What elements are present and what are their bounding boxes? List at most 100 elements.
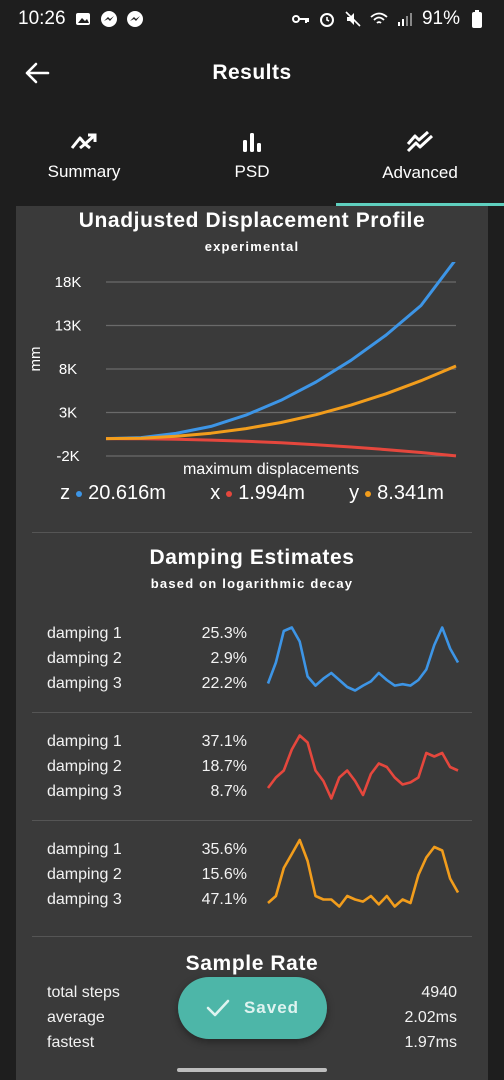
- displacement-plot: 18K 13K 8K 3K -2K mm maximum displacements: [27, 262, 457, 478]
- battery-icon: [468, 10, 486, 28]
- tab-psd[interactable]: PSD: [168, 108, 336, 206]
- displacement-header: Unadjusted Displacement Profile experime…: [16, 209, 488, 254]
- check-icon: [206, 999, 230, 1017]
- saved-button[interactable]: Saved: [178, 977, 327, 1039]
- damping-row: damping 3 22.2%: [47, 675, 247, 693]
- page-title: Results: [212, 61, 292, 84]
- series-line-x: [105, 437, 457, 458]
- damping-row: damping 1 35.6%: [47, 841, 247, 859]
- damping-value: 2.9%: [210, 650, 247, 667]
- damping-row: damping 2 2.9%: [47, 650, 247, 668]
- back-button[interactable]: [20, 56, 54, 90]
- chart-subtitle: experimental: [204, 239, 300, 254]
- mute-icon: [344, 10, 362, 28]
- damping-row: damping 2 15.6%: [47, 866, 247, 884]
- y-tick-label: 8K: [59, 361, 77, 378]
- y-tick-label: 13K: [55, 318, 82, 335]
- y-tick-label: -2K: [56, 448, 79, 465]
- sample-rate-row: fastest 1.97ms: [47, 1034, 457, 1052]
- series-line-y: [105, 364, 457, 441]
- damping-label: damping 1: [47, 733, 122, 750]
- damping-label: damping 1: [47, 625, 122, 642]
- damping-value: 18.7%: [201, 758, 247, 775]
- y-axis-label: mm: [27, 347, 44, 372]
- damping-sparkline: [266, 734, 459, 800]
- divider: [32, 936, 472, 937]
- damping-sparkline: [266, 626, 460, 692]
- legend-value: 1.994m: [238, 482, 305, 504]
- damping-subtitle: based on logarithmic decay: [150, 576, 354, 591]
- sample-rate-title: Sample Rate: [185, 952, 319, 975]
- home-indicator[interactable]: [177, 1068, 327, 1072]
- displacement-chart: Unadjusted Displacement Profile experime…: [16, 206, 488, 516]
- legend-item-z: z 20.616m: [60, 482, 166, 505]
- legend-item-x: x 1.994m: [210, 482, 305, 505]
- sample-value: 4940: [421, 984, 457, 1001]
- saved-label: Saved: [243, 998, 300, 1017]
- messenger-icon: [100, 10, 118, 28]
- series-line-z: [105, 262, 456, 441]
- damping-sparkline: [267, 838, 460, 908]
- damping-label: damping 2: [47, 758, 122, 775]
- sample-value: 2.02ms: [404, 1009, 457, 1026]
- damping-group-2: damping 1 37.1% damping 2 18.7% damping 3 8…: [16, 726, 488, 830]
- alarm-icon: [318, 10, 336, 28]
- damping-header: Damping Estimates based on logarithmic d…: [16, 546, 488, 591]
- tab-advanced[interactable]: Advanced: [336, 108, 504, 206]
- legend-axis: x: [210, 482, 221, 504]
- damping-label: damping 3: [47, 675, 122, 692]
- damping-label: damping 3: [47, 891, 122, 908]
- damping-title: Damping Estimates: [149, 546, 355, 569]
- results-panel[interactable]: Unadjusted Displacement Profile experime…: [16, 206, 488, 1080]
- damping-value: 22.2%: [201, 675, 247, 692]
- sample-value: 1.97ms: [404, 1034, 457, 1051]
- damping-label: damping 2: [47, 866, 122, 883]
- trending-icon: [70, 133, 97, 150]
- sample-rate-row: total steps 4940: [47, 984, 457, 1002]
- sample-rate-row: average 2.02ms: [47, 1009, 457, 1027]
- damping-row: damping 1 25.3%: [47, 625, 247, 643]
- damping-label: damping 1: [47, 841, 122, 858]
- tab-bar: Summary PSD Advanced: [0, 108, 504, 206]
- divider: [32, 820, 472, 821]
- tab-label: Summary: [47, 162, 121, 181]
- signal-icon: [396, 10, 414, 28]
- double-trend-icon: [406, 131, 434, 153]
- damping-label: damping 2: [47, 650, 122, 667]
- messenger-icon: [126, 10, 144, 28]
- sample-label: average: [47, 1009, 105, 1026]
- tab-label: Advanced: [382, 163, 458, 182]
- damping-value: 35.6%: [201, 841, 247, 858]
- bar-chart-icon: [243, 133, 261, 152]
- arrow-back-icon: [25, 62, 50, 84]
- damping-group-1: damping 1 25.3% damping 2 2.9% damping 3 22…: [16, 618, 488, 722]
- sample-label: fastest: [47, 1034, 95, 1051]
- sparkline-path: [266, 734, 459, 800]
- divider: [32, 712, 472, 713]
- damping-row: damping 3 47.1%: [47, 891, 247, 909]
- key-icon: [291, 10, 310, 28]
- damping-row: damping 3 8.7%: [47, 783, 247, 801]
- chart-title: Unadjusted Displacement Profile: [78, 209, 426, 232]
- legend-dot: [365, 490, 372, 497]
- legend-value: 20.616m: [88, 482, 166, 504]
- y-tick-label: 18K: [55, 274, 82, 291]
- gallery-icon: [74, 10, 92, 28]
- legend-axis: y: [349, 482, 360, 504]
- sparkline-path: [266, 626, 460, 692]
- legend-dot: [76, 490, 83, 497]
- divider: [32, 532, 472, 533]
- battery-percent: 91%: [421, 8, 460, 29]
- damping-label: damping 3: [47, 783, 122, 800]
- legend-axis: z: [60, 482, 71, 504]
- damping-value: 8.7%: [210, 783, 247, 800]
- clock: 10:26: [18, 8, 66, 29]
- legend: z 20.616m x 1.994m y 8.341m: [16, 482, 488, 505]
- legend-value: 8.341m: [377, 482, 444, 504]
- damping-row: damping 2 18.7%: [47, 758, 247, 776]
- damping-value: 37.1%: [201, 733, 247, 750]
- tab-summary[interactable]: Summary: [0, 108, 168, 206]
- legend-item-y: y 8.341m: [349, 482, 444, 505]
- sparkline-path: [267, 838, 460, 908]
- sample-rate-header: Sample Rate: [16, 952, 488, 976]
